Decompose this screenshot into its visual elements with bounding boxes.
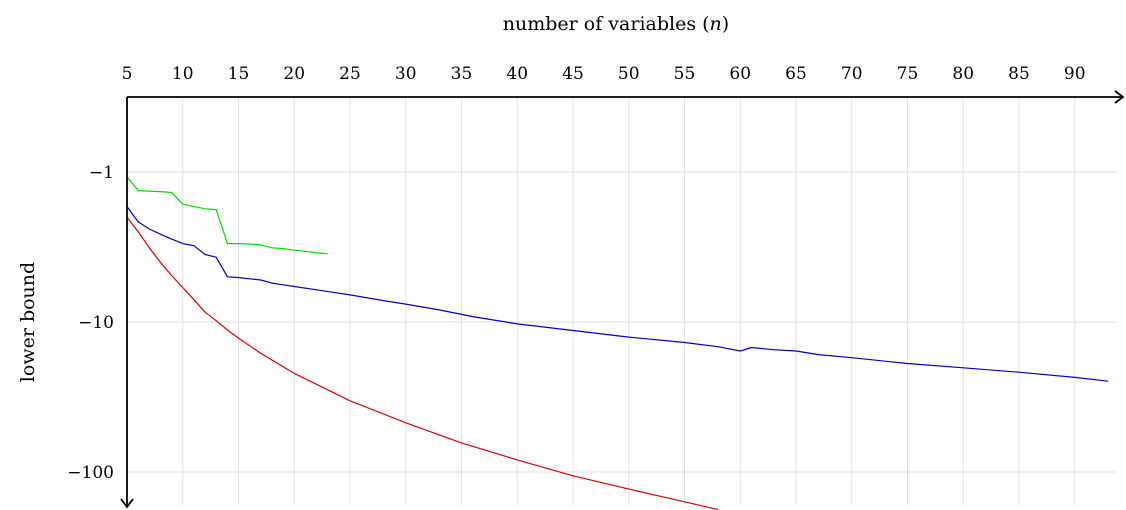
y-axis-arrow xyxy=(120,498,134,509)
x-tick-label: 35 xyxy=(451,64,473,84)
x-tick-label: 55 xyxy=(674,64,696,84)
x-tick-label: 5 xyxy=(122,64,133,84)
x-tick-label: 30 xyxy=(395,64,417,84)
x-tick-label: 85 xyxy=(1008,64,1030,84)
x-tick-labels: 5 10 15 20 25 30 35 40 45 50 55 60 65 70 75 80 85 90 xyxy=(122,64,1086,84)
y-tick-labels: −1 −10 −100 xyxy=(67,163,114,483)
x-tick-label: 15 xyxy=(228,64,250,84)
series-layer xyxy=(126,176,1109,510)
x-axis-arrow xyxy=(1114,90,1125,104)
x-tick-label: 70 xyxy=(841,64,863,84)
y-tick-label: −1 xyxy=(89,163,114,183)
x-axis-label: number of variables (n) xyxy=(503,13,729,35)
x-axis-label-suffix: ) xyxy=(722,13,729,35)
x-axis-label-variable: n xyxy=(710,13,722,35)
y-axis-label: lower bound xyxy=(17,262,39,382)
y-tick-label: −100 xyxy=(67,463,114,483)
x-tick-label: 60 xyxy=(729,64,751,84)
axis-layer xyxy=(120,90,1125,509)
x-tick-label: 45 xyxy=(562,64,584,84)
x-tick-label: 80 xyxy=(952,64,974,84)
x-tick-label: 90 xyxy=(1064,64,1086,84)
x-tick-label: 65 xyxy=(785,64,807,84)
series-line-3 xyxy=(126,216,719,510)
x-tick-label: 10 xyxy=(172,64,194,84)
x-tick-label: 75 xyxy=(897,64,919,84)
y-tick-label: −10 xyxy=(78,313,114,333)
x-tick-label: 40 xyxy=(506,64,528,84)
grid-layer xyxy=(126,97,1117,505)
x-axis-label-prefix: number of variables ( xyxy=(503,13,710,35)
x-tick-label: 50 xyxy=(618,64,640,84)
x-tick-label: 20 xyxy=(283,64,305,84)
series-line-2 xyxy=(126,206,1109,382)
x-tick-label: 25 xyxy=(339,64,361,84)
series-line-1 xyxy=(126,176,328,255)
